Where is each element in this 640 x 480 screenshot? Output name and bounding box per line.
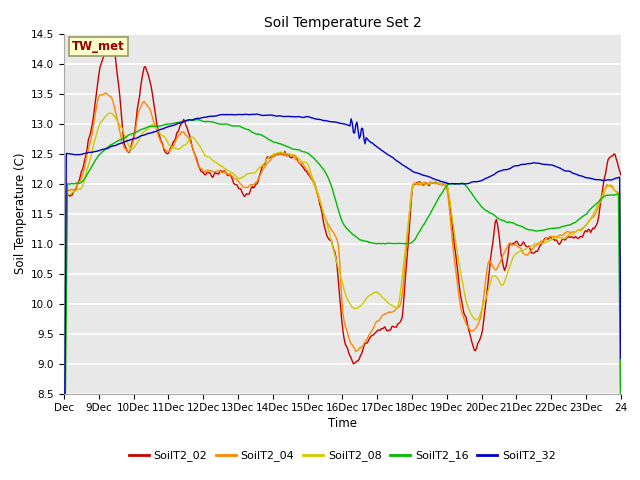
Title: Soil Temperature Set 2: Soil Temperature Set 2 — [264, 16, 421, 30]
Legend: SoilT2_02, SoilT2_04, SoilT2_08, SoilT2_16, SoilT2_32: SoilT2_02, SoilT2_04, SoilT2_08, SoilT2_… — [125, 446, 560, 466]
Text: TW_met: TW_met — [72, 40, 125, 53]
X-axis label: Time: Time — [328, 418, 357, 431]
Y-axis label: Soil Temperature (C): Soil Temperature (C) — [14, 153, 27, 275]
